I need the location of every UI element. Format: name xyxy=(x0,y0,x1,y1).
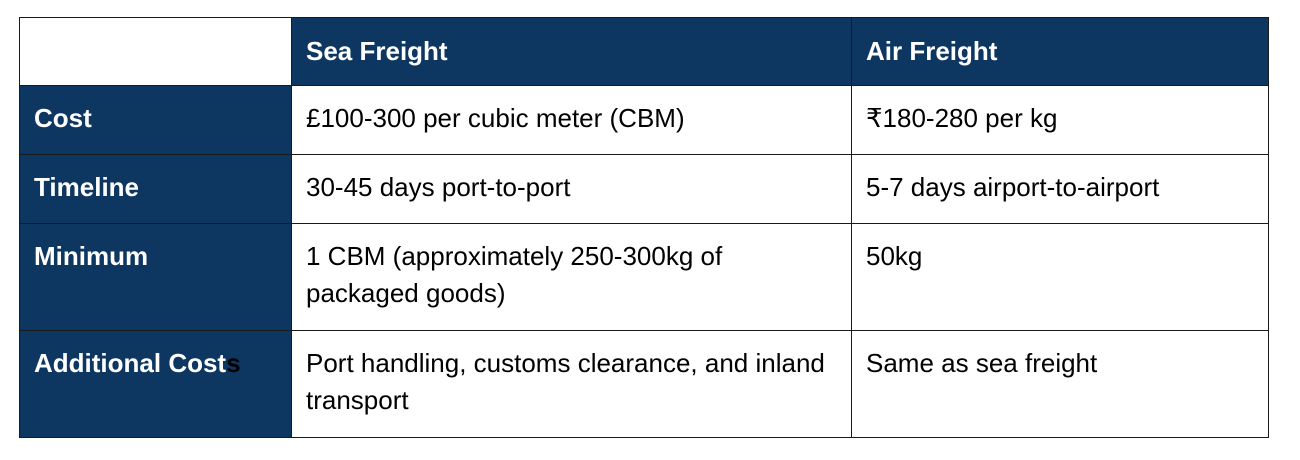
row-label-cost: Cost xyxy=(19,85,292,155)
cell-sea-minimum: 1 CBM (approximately 250-300kg of packag… xyxy=(291,223,852,331)
cell-air-minimum: 50kg xyxy=(851,223,1269,331)
table-header-row: Sea Freight Air Freight xyxy=(19,17,1269,86)
cell-sea-timeline: 30-45 days port-to-port xyxy=(291,154,852,224)
row-label-minimum: Minimum xyxy=(19,223,292,331)
header-corner-cell xyxy=(19,17,292,86)
row-label-additional-costs-tail: s xyxy=(226,348,241,378)
cell-sea-cost: £100-300 per cubic meter (CBM) xyxy=(291,85,852,155)
freight-comparison-table: Sea Freight Air Freight Cost £100-300 pe… xyxy=(19,17,1269,438)
header-air-freight: Air Freight xyxy=(851,17,1269,86)
cell-air-additional-costs: Same as sea freight xyxy=(851,330,1269,438)
header-sea-freight: Sea Freight xyxy=(291,17,852,86)
cell-sea-additional-costs: Port handling, customs clearance, and in… xyxy=(291,330,852,438)
row-label-timeline: Timeline xyxy=(19,154,292,224)
table-row-additional-costs: Additional Costs Port handling, customs … xyxy=(19,330,1269,438)
cell-air-timeline: 5-7 days airport-to-airport xyxy=(851,154,1269,224)
table-row-cost: Cost £100-300 per cubic meter (CBM) ₹180… xyxy=(19,85,1269,155)
table-row-minimum: Minimum 1 CBM (approximately 250-300kg o… xyxy=(19,223,1269,331)
cell-air-cost: ₹180-280 per kg xyxy=(851,85,1269,155)
row-label-additional-costs: Additional Costs xyxy=(19,330,292,438)
row-label-additional-costs-main: Additional Cost xyxy=(34,348,227,378)
table-row-timeline: Timeline 30-45 days port-to-port 5-7 day… xyxy=(19,154,1269,224)
